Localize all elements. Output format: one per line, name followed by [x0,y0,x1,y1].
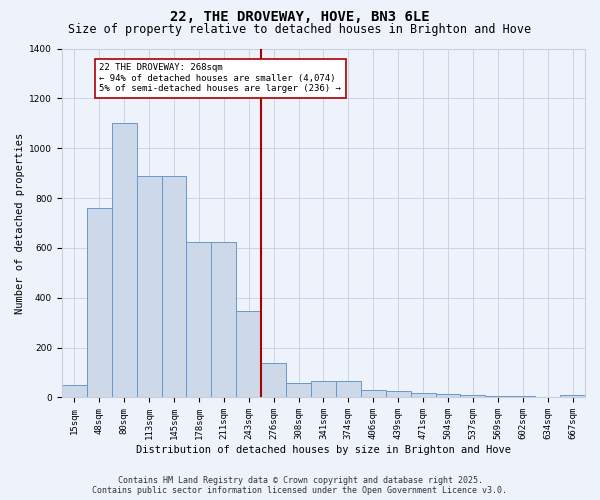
Bar [112,124,137,398]
Bar [560,395,585,398]
Bar [361,390,386,398]
Bar [336,382,361,398]
Bar [386,391,410,398]
Bar [436,394,460,398]
Bar [535,396,560,398]
Bar [311,382,336,398]
Bar [236,312,261,398]
Text: Contains HM Land Registry data © Crown copyright and database right 2025.
Contai: Contains HM Land Registry data © Crown c… [92,476,508,495]
Bar [87,208,112,398]
Bar [410,393,436,398]
Bar [510,396,535,398]
Bar [286,382,311,398]
Bar [187,242,211,398]
Bar [161,176,187,398]
Bar [460,395,485,398]
Text: 22, THE DROVEWAY, HOVE, BN3 6LE: 22, THE DROVEWAY, HOVE, BN3 6LE [170,10,430,24]
Bar [485,396,510,398]
Bar [261,362,286,398]
Text: 22 THE DROVEWAY: 268sqm
← 94% of detached houses are smaller (4,074)
5% of semi-: 22 THE DROVEWAY: 268sqm ← 94% of detache… [99,64,341,94]
Text: Size of property relative to detached houses in Brighton and Hove: Size of property relative to detached ho… [68,22,532,36]
Y-axis label: Number of detached properties: Number of detached properties [15,132,25,314]
X-axis label: Distribution of detached houses by size in Brighton and Hove: Distribution of detached houses by size … [136,445,511,455]
Bar [211,242,236,398]
Bar [62,385,87,398]
Bar [137,176,161,398]
